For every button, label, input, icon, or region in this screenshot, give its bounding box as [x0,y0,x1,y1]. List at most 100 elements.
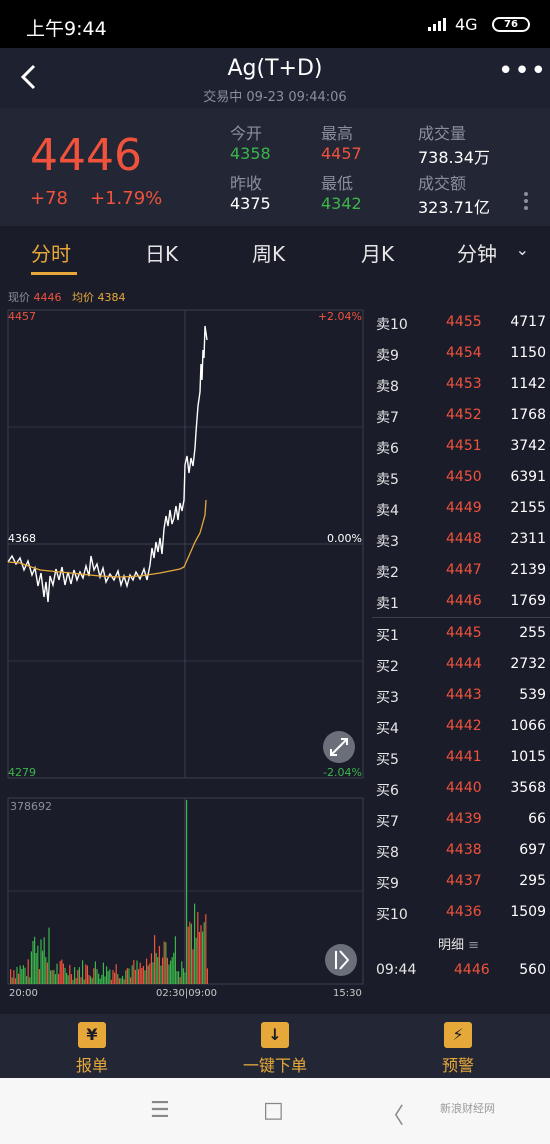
ask-row[interactable]: 卖5 4450 6391 [376,469,546,489]
volume-bar [136,960,138,984]
ask-row[interactable]: 卖4 4449 2155 [376,500,546,520]
level-price: 4443 [446,687,482,703]
quote-panel: 4446 +78 +1.79% 今开 4358 昨收 4375 最高 4457 … [0,108,550,226]
volume-bar [96,969,98,984]
vertical-more-icon[interactable] [522,192,530,212]
pct-max-label: +2.04% [317,310,362,323]
volume-bar [174,936,176,984]
legend-now-value: 4446 [33,291,62,304]
bid-row[interactable]: 买2 4444 2732 [376,656,546,676]
detail-button[interactable]: 明细 ≡ [438,934,479,953]
more-icon[interactable]: ••• [498,56,548,86]
volume-bar [142,966,144,984]
chart-area: 现价 4446 均价 4384 4457 4368 4279 +2.04% 0.… [0,280,550,1010]
volume-bar [107,971,109,984]
bid-row[interactable]: 买4 4442 1066 [376,718,546,738]
volume-max-label: 378692 [10,800,52,813]
detail-label: 明细 [438,938,465,953]
volume-bar [190,923,192,984]
volume-bar [155,952,157,984]
ask-row[interactable]: 卖3 4448 2311 [376,531,546,551]
home-icon[interactable]: □ [263,1098,284,1123]
ask-row[interactable]: 卖6 4451 3742 [376,438,546,458]
menu-icon[interactable]: ☰ [150,1098,170,1123]
volume-bar [115,964,117,984]
level-volume: 1066 [510,718,546,734]
bid-row[interactable]: 买3 4443 539 [376,687,546,707]
volume-bar [80,977,82,984]
volume-bar [157,957,159,984]
volume-bar [102,962,104,984]
volume-bar [166,957,168,984]
high-label: 最高 [321,124,354,143]
level-price: 4454 [446,345,482,361]
volume-bar [70,974,72,984]
volume-bar [51,970,53,984]
chart-tabs: 分时 日K 周K 月K 分钟 ⌄ [0,226,550,280]
low-label: 最低 [321,174,354,193]
level-volume: 2139 [510,562,546,578]
lightning-icon: ⚡ [444,1022,472,1048]
bid-row[interactable]: 买9 4437 295 [376,873,546,893]
ask-row[interactable]: 卖2 4447 2139 [376,562,546,582]
battery-icon: 76 [492,17,530,32]
bid-row[interactable]: 买1 4445 255 [376,625,546,645]
level-label: 卖1 [376,596,399,612]
ask-row[interactable]: 卖1 4446 1769 [376,593,546,613]
bid-row[interactable]: 买8 4438 697 [376,842,546,862]
volume-bar [37,945,39,984]
level-volume: 1769 [510,593,546,609]
volume-bar [194,903,196,984]
time-start-label: 20:00 [9,988,38,999]
volume-bar [86,965,88,984]
quick-order-button[interactable]: ↓ 一键下单 [240,1022,310,1076]
bid-row[interactable]: 买6 4440 3568 [376,780,546,800]
volume-bar [176,971,178,984]
level-volume: 1015 [510,749,546,765]
level-price: 4447 [446,562,482,578]
volume-bar [182,968,184,984]
volume-bar [58,974,60,984]
level-label: 买8 [376,845,399,861]
tab-weekly-k[interactable]: 周K [252,242,286,266]
ask-row[interactable]: 卖7 4452 1768 [376,407,546,427]
volume-bar [198,932,200,984]
network-type: 4G [455,15,478,34]
alert-button[interactable]: ⚡ 预警 [440,1022,476,1076]
open-value: 4358 [230,144,271,163]
ask-row[interactable]: 卖9 4454 1150 [376,345,546,365]
page-title: Ag(T+D) [227,56,323,81]
level-price: 4441 [446,749,482,765]
legend-now-label: 现价 [8,291,30,304]
last-trade-row: 09:44 4446 560 [376,962,546,982]
level-label: 买3 [376,690,399,706]
bid-row[interactable]: 买10 4436 1509 [376,904,546,924]
tab-monthly-k[interactable]: 月K [361,242,395,266]
tab-daily-k[interactable]: 日K [145,242,179,266]
volume-bar [179,977,181,984]
back-icon[interactable]: 〈 [382,1104,405,1129]
tab-intraday[interactable]: 分时 [31,242,71,266]
bid-row[interactable]: 买7 4439 66 [376,811,546,831]
level-price: 4442 [446,718,482,734]
volume-bar [171,957,173,984]
bid-row[interactable]: 买5 4441 1015 [376,749,546,769]
y-min-label: 4279 [8,766,36,779]
level-volume: 66 [528,811,546,827]
ask-row[interactable]: 卖10 4455 4717 [376,314,546,334]
level-price: 4436 [446,904,482,920]
status-bar: 上午9:44 4G 76 [0,0,550,48]
volume-bar [149,963,151,984]
volume-bar [200,925,202,984]
volume-bar [110,979,112,984]
play-icon[interactable] [325,944,357,976]
tab-minute[interactable]: 分钟 ⌄ [457,238,529,267]
order-button[interactable]: ¥ 报单 [74,1022,110,1076]
ask-row[interactable]: 卖8 4453 1142 [376,376,546,396]
active-tab-indicator [31,272,77,275]
level-label: 卖5 [376,472,399,488]
volume-bar [101,974,103,984]
volume-bar [104,976,106,984]
intraday-chart[interactable] [0,280,370,1000]
back-arrow-icon[interactable] [18,64,40,90]
